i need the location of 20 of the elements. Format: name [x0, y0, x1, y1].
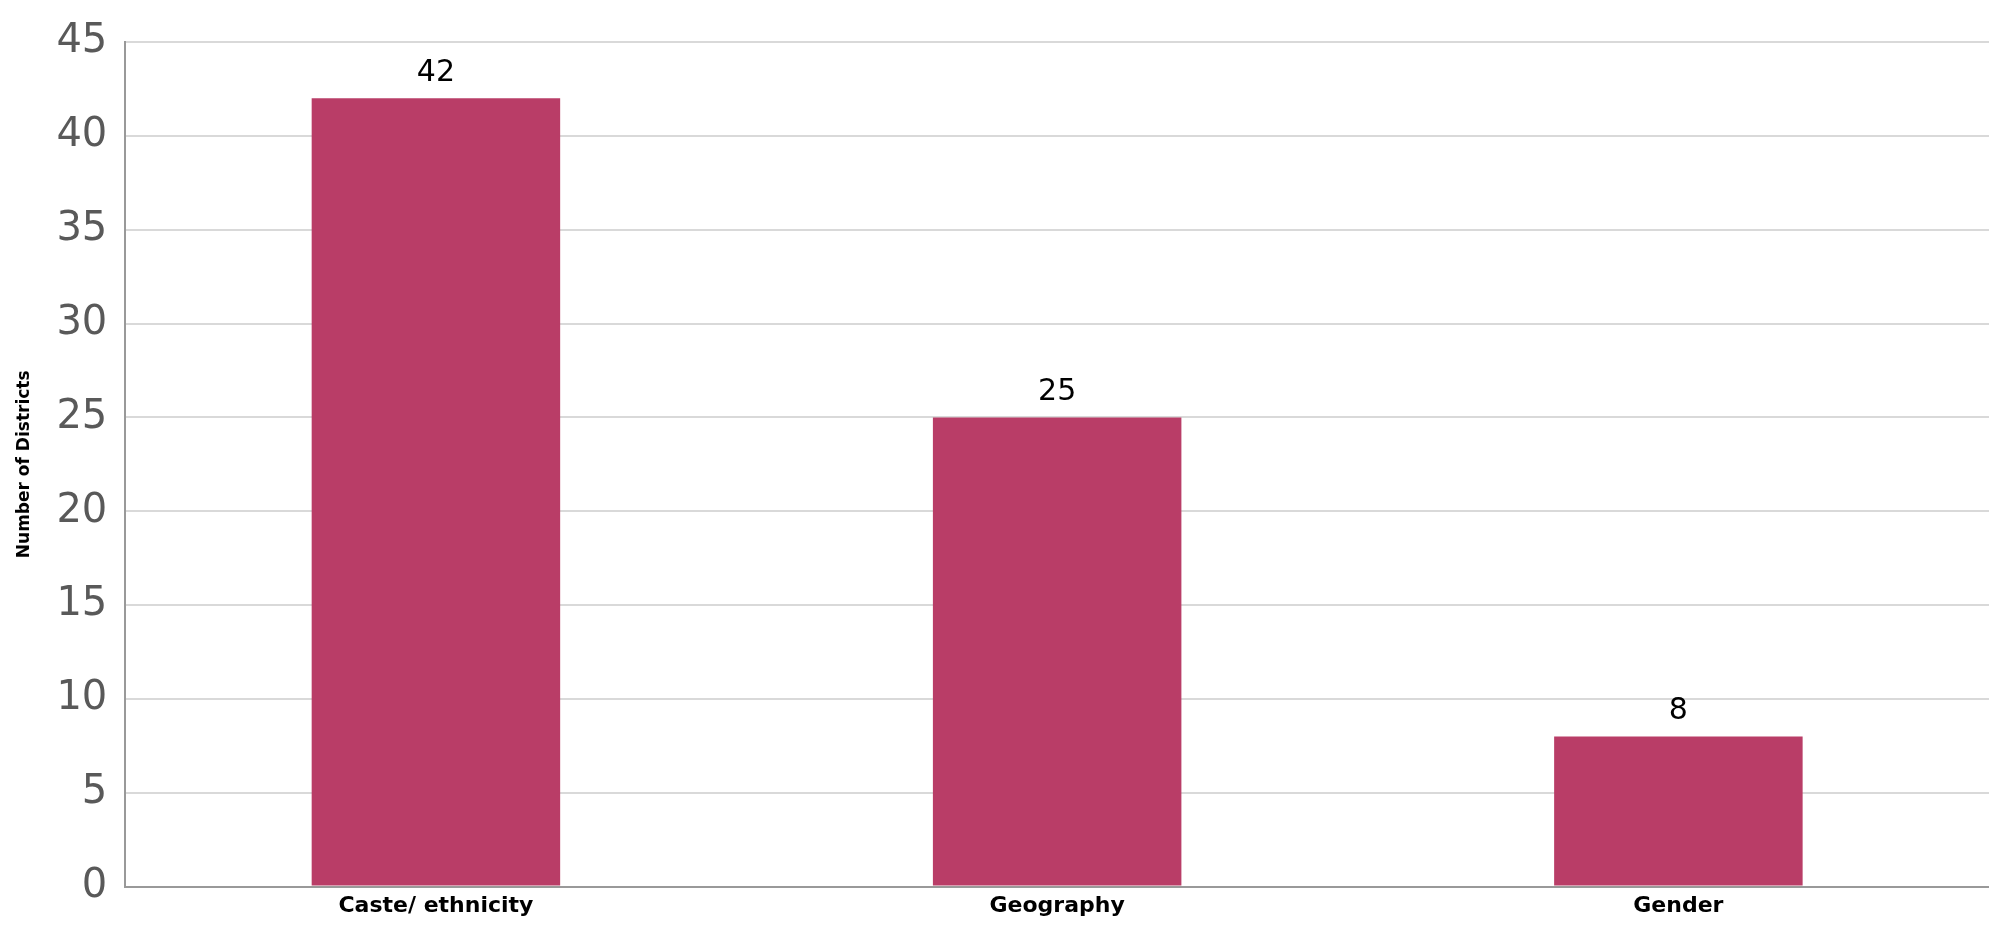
data-label: 25	[1038, 372, 1077, 408]
y-tick-label: 30	[56, 296, 108, 343]
y-tick-label: 45	[56, 15, 108, 62]
y-tick-label: 5	[81, 766, 108, 813]
y-tick-label: 35	[56, 203, 108, 250]
x-tick-label: Caste/ ethnicity	[338, 891, 534, 917]
bar	[1554, 736, 1803, 886]
y-tick-label: 0	[81, 859, 108, 906]
y-tick-label: 40	[56, 109, 108, 156]
y-tick-label: 10	[56, 672, 108, 719]
bar	[311, 98, 561, 886]
x-tick-label: Gender	[1633, 891, 1724, 917]
data-label: 8	[1668, 691, 1688, 727]
y-tick-label: 25	[56, 390, 108, 437]
bar	[932, 417, 1182, 886]
y-axis-title: Number of Districts	[12, 370, 33, 559]
x-tick-label: Geography	[989, 891, 1125, 917]
data-label: 42	[416, 53, 456, 89]
y-tick-label: 15	[56, 578, 108, 625]
y-tick-label: 20	[56, 484, 108, 531]
